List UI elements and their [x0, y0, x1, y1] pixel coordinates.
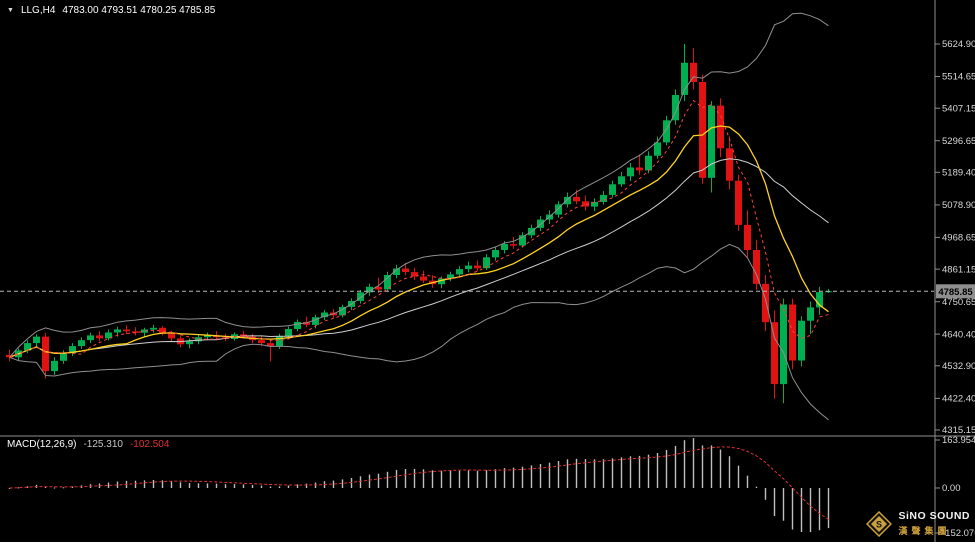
svg-text:S: S: [876, 519, 882, 529]
macd-signal-value: -102.504: [129, 439, 170, 450]
bollinger-middle: [9, 158, 829, 358]
macd-signal-line: [9, 446, 829, 520]
svg-text:5624.90: 5624.90: [942, 39, 975, 50]
svg-text:5296.65: 5296.65: [942, 136, 975, 147]
candles: [0, 12, 934, 421]
svg-text:4861.15: 4861.15: [942, 264, 975, 275]
svg-text:5514.65: 5514.65: [942, 72, 975, 83]
svg-text:4422.40: 4422.40: [942, 394, 975, 405]
svg-text:-152.076: -152.076: [942, 528, 975, 539]
chart-title: ▼ LLG,H4 4783.00 4793.51 4780.25 4785.85: [7, 5, 215, 16]
bollinger-lower: [9, 243, 829, 421]
macd-indicator-name: MACD(12,26,9): [7, 439, 77, 450]
svg-text:5407.15: 5407.15: [942, 103, 975, 114]
ma-red-dotted: [9, 99, 829, 358]
logo-chinese: 漢聲集團: [898, 526, 951, 536]
svg-text:4785.85: 4785.85: [938, 287, 973, 298]
svg-text:4968.65: 4968.65: [942, 233, 975, 244]
svg-text:4532.90: 4532.90: [942, 361, 975, 372]
svg-text:4640.40: 4640.40: [942, 329, 975, 340]
macd-panel: [8, 438, 830, 533]
symbol-marker-icon: ▼: [7, 6, 14, 14]
macd-label: MACD(12,26,9) -125.310 -102.504: [7, 439, 169, 450]
svg-text:163.954: 163.954: [942, 435, 975, 446]
ma-yellow: [9, 125, 829, 358]
logo-name: SiNO SOUND: [898, 510, 970, 522]
bollinger-upper: [9, 12, 829, 358]
current-price-badge: [936, 284, 975, 299]
svg-text:5078.90: 5078.90: [942, 200, 975, 211]
svg-text:5189.40: 5189.40: [942, 168, 975, 179]
symbol-label: LLG,H4: [20, 5, 56, 16]
gold-diamond-icon: S: [866, 510, 893, 537]
svg-text:4315.15: 4315.15: [942, 425, 975, 436]
svg-text:4750.65: 4750.65: [942, 297, 975, 308]
ohlc-values: 4783.00 4793.51 4780.25 4785.85: [62, 5, 216, 16]
macd-main-value: -125.310: [83, 439, 123, 450]
sino-sound-logo: S SiNO SOUND 漢聲集團: [866, 510, 970, 537]
price-axis[interactable]: 5624.90 5514.65 5407.15 5296.65 5189.40 5078.…: [935, 39, 975, 539]
svg-text:0.00: 0.00: [942, 483, 961, 494]
